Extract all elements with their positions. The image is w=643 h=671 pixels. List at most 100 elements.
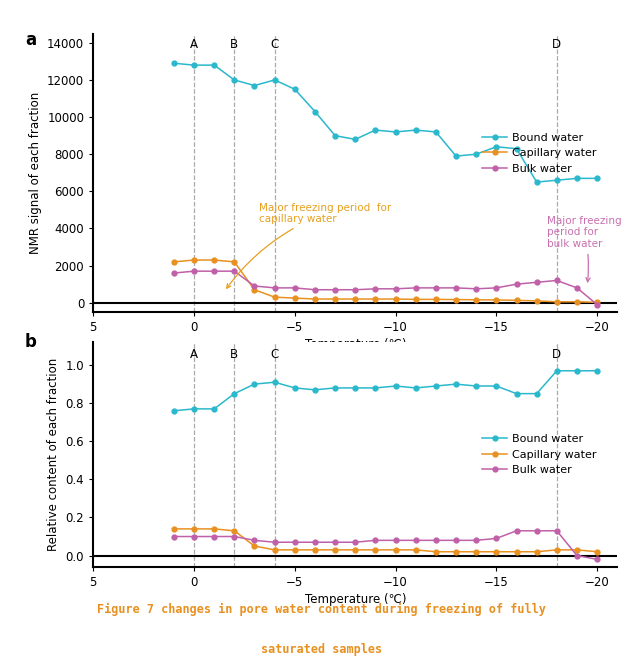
X-axis label: Temperature (℃): Temperature (℃) <box>305 338 406 351</box>
Bound water <box>452 380 460 388</box>
Bound water <box>412 126 420 134</box>
Bulk water <box>351 538 359 546</box>
Legend: Bound water, Capillary water, Bulk water: Bound water, Capillary water, Bulk water <box>478 128 601 178</box>
Bulk water <box>331 286 339 294</box>
Text: B: B <box>230 348 239 360</box>
Text: A: A <box>190 348 198 360</box>
Text: B: B <box>230 38 239 50</box>
Bulk water <box>512 527 520 535</box>
Capillary water <box>392 546 399 554</box>
Bulk water <box>553 276 561 285</box>
Bound water <box>452 152 460 160</box>
Capillary water <box>351 295 359 303</box>
Capillary water <box>533 297 541 305</box>
Text: Major freezing period  for
capillary water: Major freezing period for capillary wate… <box>227 203 391 289</box>
Capillary water <box>190 256 198 264</box>
Bound water <box>573 367 581 375</box>
Bound water <box>392 128 399 136</box>
Bulk water <box>432 536 440 544</box>
Text: a: a <box>25 31 36 49</box>
Capillary water <box>291 546 298 554</box>
Capillary water <box>553 298 561 306</box>
Capillary water <box>170 525 177 533</box>
Bound water <box>533 178 541 186</box>
Bulk water <box>230 267 238 275</box>
Bulk water <box>473 536 480 544</box>
Bound water <box>372 384 379 392</box>
Bulk water <box>251 282 258 290</box>
Bound water <box>512 145 520 153</box>
Bound water <box>210 405 218 413</box>
Bound water <box>311 386 319 394</box>
Bound water <box>593 174 601 183</box>
Capillary water <box>573 546 581 554</box>
Text: Figure 7 changes in pore water content during freezing of fully: Figure 7 changes in pore water content d… <box>97 603 546 616</box>
Bound water <box>553 176 561 185</box>
Line: Capillary water: Capillary water <box>172 527 599 554</box>
Capillary water <box>432 295 440 303</box>
Bound water <box>473 382 480 390</box>
Capillary water <box>331 295 339 303</box>
Line: Bulk water: Bulk water <box>172 269 599 307</box>
Capillary water <box>251 542 258 550</box>
Capillary water <box>452 295 460 303</box>
Bound water <box>210 61 218 69</box>
Capillary water <box>473 548 480 556</box>
Bulk water <box>392 285 399 293</box>
Capillary water <box>533 548 541 556</box>
Bulk water <box>593 301 601 309</box>
Bound water <box>533 390 541 398</box>
Y-axis label: NMR signal of each fraction: NMR signal of each fraction <box>28 92 42 254</box>
Capillary water <box>311 295 319 303</box>
Capillary water <box>412 546 420 554</box>
Bound water <box>432 382 440 390</box>
Capillary water <box>593 548 601 556</box>
Bound water <box>392 382 399 390</box>
Bound water <box>512 390 520 398</box>
Bound water <box>473 150 480 158</box>
Bound water <box>351 136 359 144</box>
Text: D: D <box>552 348 561 360</box>
Capillary water <box>573 298 581 306</box>
Bound water <box>271 378 278 386</box>
Text: C: C <box>271 348 279 360</box>
Bound water <box>412 384 420 392</box>
Bulk water <box>432 284 440 292</box>
Capillary water <box>271 293 278 301</box>
Bound water <box>553 367 561 375</box>
Bulk water <box>533 278 541 287</box>
Bulk water <box>452 284 460 292</box>
Bound water <box>593 367 601 375</box>
Bulk water <box>412 536 420 544</box>
Bulk water <box>271 538 278 546</box>
Capillary water <box>593 299 601 307</box>
Bulk water <box>331 538 339 546</box>
Capillary water <box>512 297 520 305</box>
Bound water <box>432 128 440 136</box>
Capillary water <box>251 286 258 294</box>
Capillary water <box>331 546 339 554</box>
Bound water <box>493 382 500 390</box>
Bound water <box>271 76 278 84</box>
Bound water <box>372 126 379 134</box>
Bulk water <box>372 285 379 293</box>
Bound water <box>170 407 177 415</box>
Line: Capillary water: Capillary water <box>172 258 599 305</box>
Bulk water <box>553 527 561 535</box>
Capillary water <box>170 258 177 266</box>
Bulk water <box>452 536 460 544</box>
Text: saturated samples: saturated samples <box>261 643 382 656</box>
Bulk water <box>512 280 520 289</box>
Bulk water <box>412 284 420 292</box>
Capillary water <box>190 525 198 533</box>
Bound water <box>331 384 339 392</box>
Bound water <box>230 390 238 398</box>
Bound water <box>493 143 500 151</box>
Bulk water <box>351 286 359 294</box>
Text: D: D <box>552 38 561 50</box>
Capillary water <box>291 294 298 302</box>
Bulk water <box>170 533 177 541</box>
Bulk water <box>392 536 399 544</box>
Bulk water <box>493 534 500 542</box>
Capillary water <box>432 548 440 556</box>
